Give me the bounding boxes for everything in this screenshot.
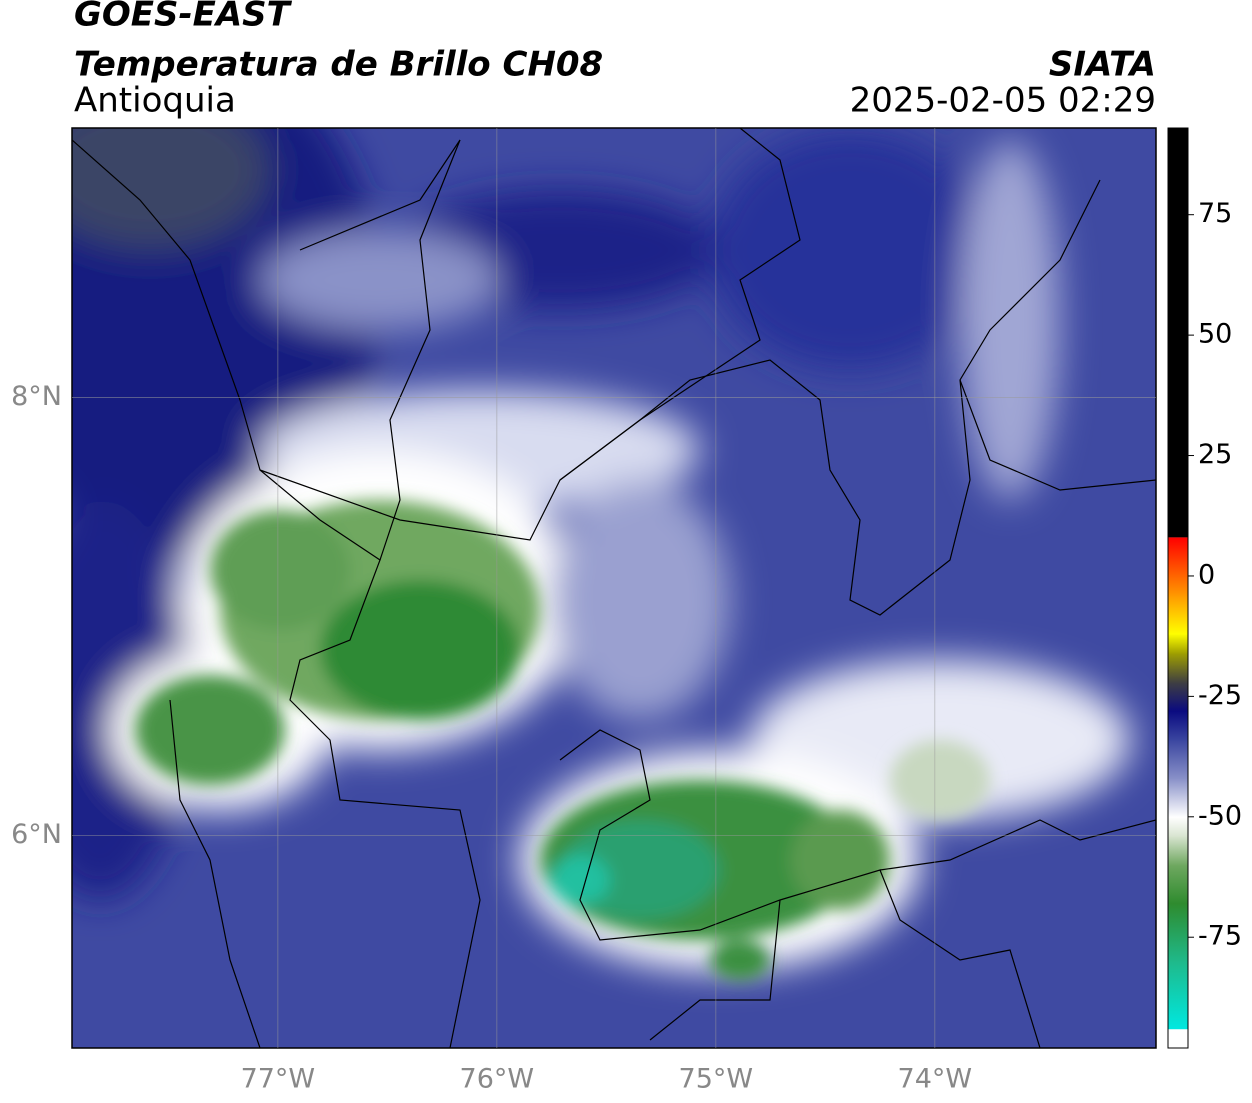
timestamp: 2025-02-05 02:29 [850, 81, 1156, 121]
x-tick-label: 75°W [679, 1064, 754, 1095]
colorbar-tick-label: 25 [1198, 439, 1232, 470]
colorbar-frame [1167, 127, 1189, 1049]
source: SIATA [1049, 45, 1156, 85]
ticks: 77°W 76°W 75°W 74°W 8°N 6°N [11, 128, 1156, 1095]
colorbar-segment [1168, 816, 1188, 837]
colorbar-tick-label: 0 [1198, 559, 1215, 590]
colorbar: 75 50 25 0 -25 -50 -75 [1167, 127, 1242, 1049]
satellite-image [72, 128, 1156, 1048]
colorbar-segment [1168, 537, 1188, 596]
colorbar-segment [1168, 864, 1188, 904]
x-tick-label: 74°W [898, 1064, 973, 1095]
colorbar-tick-label: -75 [1198, 921, 1242, 952]
x-tick-label: 77°W [241, 1064, 316, 1095]
y-tick-label: 8°N [11, 381, 62, 412]
colorbar-segment [1168, 739, 1188, 779]
colorbar-tick-label: -25 [1198, 680, 1242, 711]
region: Antioquia [74, 81, 236, 121]
colorbar-tick-label: 75 [1198, 198, 1232, 229]
subtitle: Temperatura de Brillo CH08 [74, 45, 603, 85]
colorbar-segment [1168, 778, 1188, 818]
colorbar-segment [1168, 681, 1188, 712]
x-tick-label: 76°W [460, 1064, 535, 1095]
colorbar-segment [1168, 903, 1188, 962]
colorbar-tick-label: -50 [1198, 800, 1242, 831]
y-tick-label: 6°N [11, 819, 62, 850]
colorbar-segment [1168, 595, 1188, 635]
colorbar-segment [1168, 653, 1188, 683]
title: GOES-EAST [74, 0, 293, 35]
map-frame [71, 127, 1157, 1049]
colorbar-segment [1168, 836, 1188, 866]
colorbar-segment [1168, 633, 1188, 654]
colorbar-segment [1168, 710, 1188, 741]
colorbar-under [1168, 1028, 1188, 1048]
colorbar-over [1168, 128, 1188, 538]
colorbar-tick-label: 50 [1198, 319, 1232, 350]
colorbar-segment [1168, 961, 1188, 1030]
